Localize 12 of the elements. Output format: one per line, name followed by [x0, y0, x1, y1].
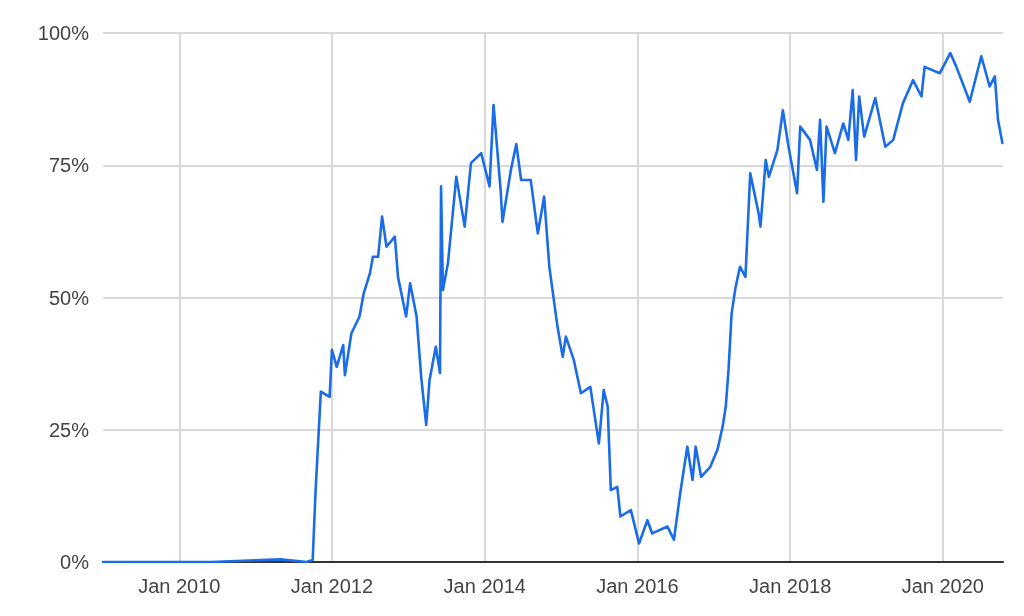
line-series: [101, 51, 1004, 564]
x-tick-label: Jan 2018: [749, 575, 832, 597]
x-tick-label: Jan 2010: [138, 575, 221, 597]
x-tick-label: Jan 2012: [290, 575, 374, 597]
x-tick-label: Jan 2020: [901, 575, 984, 597]
y-tick-label: 100%: [37, 22, 90, 44]
x-tick-label: Jan 2014: [443, 575, 526, 597]
y-tick-label: 50%: [48, 286, 90, 309]
y-tick-label: 25%: [48, 418, 90, 441]
y-tick-label: 0%: [60, 551, 90, 573]
y-tick-label: 75%: [48, 154, 90, 177]
x-tick-label: Jan 2016: [596, 575, 679, 597]
